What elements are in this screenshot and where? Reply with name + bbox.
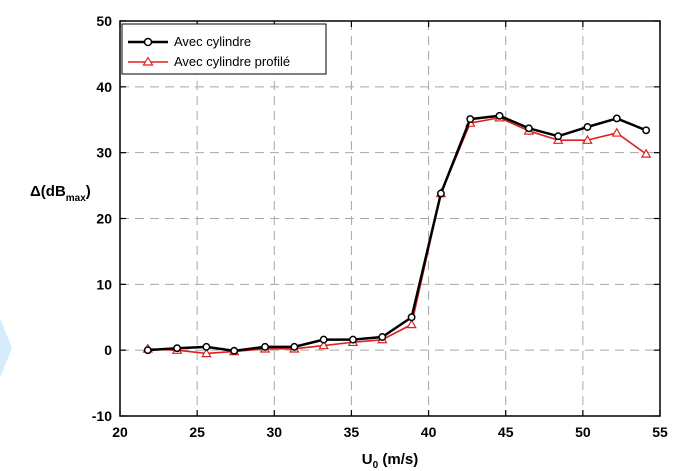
data-point	[582, 134, 593, 144]
data-point	[583, 123, 592, 131]
legend-label-avec-cylindre-profile: Avec cylindre profilé	[174, 54, 290, 69]
data-point	[407, 313, 416, 322]
series-avec-cylindre	[143, 111, 651, 355]
data-point	[611, 127, 623, 137]
data-point	[201, 348, 212, 358]
data-point	[524, 124, 533, 133]
data-point	[554, 132, 563, 141]
y-tick-labels: -10 0 10 20 30 40 50	[92, 13, 112, 424]
y-tick-label: 30	[96, 145, 112, 161]
tick-marks	[119, 20, 661, 417]
data-point	[318, 340, 329, 350]
x-tick-label: 35	[344, 424, 360, 440]
legend-marker-triangle	[142, 56, 154, 66]
y-tick-label: 50	[96, 13, 112, 29]
series-line	[147, 116, 647, 355]
y-axis-label: Δ(dBmax)	[30, 183, 91, 204]
x-tick-label: 55	[652, 424, 668, 440]
data-point	[642, 126, 651, 135]
data-point	[290, 342, 299, 351]
data-point	[378, 333, 387, 341]
data-point	[349, 335, 357, 344]
data-point	[406, 319, 417, 329]
side-accent-shape	[0, 318, 12, 378]
series-line	[147, 114, 647, 353]
y-tick-label: -10	[92, 408, 112, 424]
data-point	[640, 148, 652, 158]
x-axis-label: U0 (m/s)	[362, 451, 418, 471]
y-tick-label: 10	[96, 276, 112, 292]
data-point	[495, 111, 504, 120]
x-tick-label: 50	[575, 424, 591, 440]
x-tick-label: 20	[112, 424, 128, 440]
data-point	[202, 342, 211, 351]
data-point	[143, 346, 152, 355]
legend: Avec cylindre Avec cylindre profilé	[121, 23, 327, 75]
x-tick-label: 30	[266, 424, 282, 440]
data-point	[436, 189, 445, 198]
y-tick-label: 20	[96, 211, 112, 227]
x-tick-label: 25	[189, 424, 205, 440]
x-tick-labels: 20 25 30 35 40 45 50 55	[112, 424, 668, 440]
data-point	[466, 115, 475, 124]
x-tick-label: 40	[421, 424, 437, 440]
data-point	[261, 342, 269, 351]
data-point	[612, 114, 621, 123]
legend-label-avec-cylindre: Avec cylindre	[174, 34, 251, 49]
data-point	[173, 344, 182, 353]
grid-lines	[120, 21, 660, 416]
data-point	[230, 346, 239, 355]
data-point	[319, 335, 328, 344]
legend-box	[121, 23, 327, 75]
y-tick-label: 40	[96, 79, 112, 95]
y-tick-label: 0	[104, 342, 112, 358]
legend-marker-circle	[143, 37, 153, 47]
x-tick-label: 45	[498, 424, 514, 440]
series-group	[142, 111, 652, 358]
